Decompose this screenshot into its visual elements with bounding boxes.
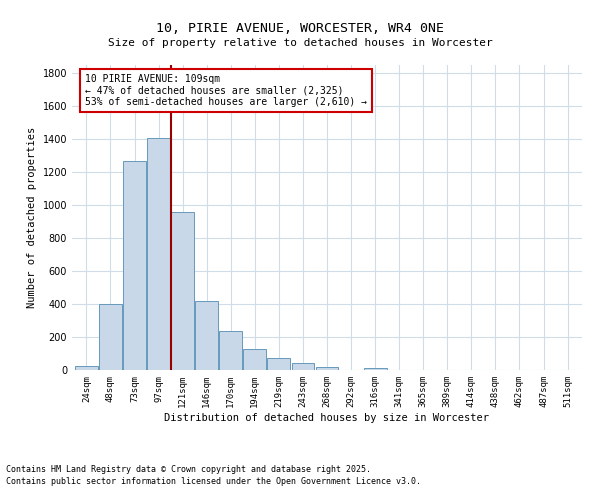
Bar [244,350,266,370]
Text: Size of property relative to detached houses in Worcester: Size of property relative to detached ho… [107,38,493,48]
Bar [364,368,386,370]
Bar [268,358,290,370]
Text: Contains HM Land Registry data © Crown copyright and database right 2025.: Contains HM Land Registry data © Crown c… [6,466,371,474]
Bar [99,304,122,370]
Bar [316,366,338,370]
X-axis label: Distribution of detached houses by size in Worcester: Distribution of detached houses by size … [164,412,490,422]
Text: 10 PIRIE AVENUE: 109sqm
← 47% of detached houses are smaller (2,325)
53% of semi: 10 PIRIE AVENUE: 109sqm ← 47% of detache… [85,74,367,108]
Bar [220,332,242,370]
Bar [195,301,218,370]
Y-axis label: Number of detached properties: Number of detached properties [27,127,37,308]
Bar [292,362,314,370]
Bar [171,212,194,370]
Bar [147,138,170,370]
Bar [75,366,98,370]
Bar [123,160,146,370]
Text: Contains public sector information licensed under the Open Government Licence v3: Contains public sector information licen… [6,477,421,486]
Text: 10, PIRIE AVENUE, WORCESTER, WR4 0NE: 10, PIRIE AVENUE, WORCESTER, WR4 0NE [156,22,444,36]
